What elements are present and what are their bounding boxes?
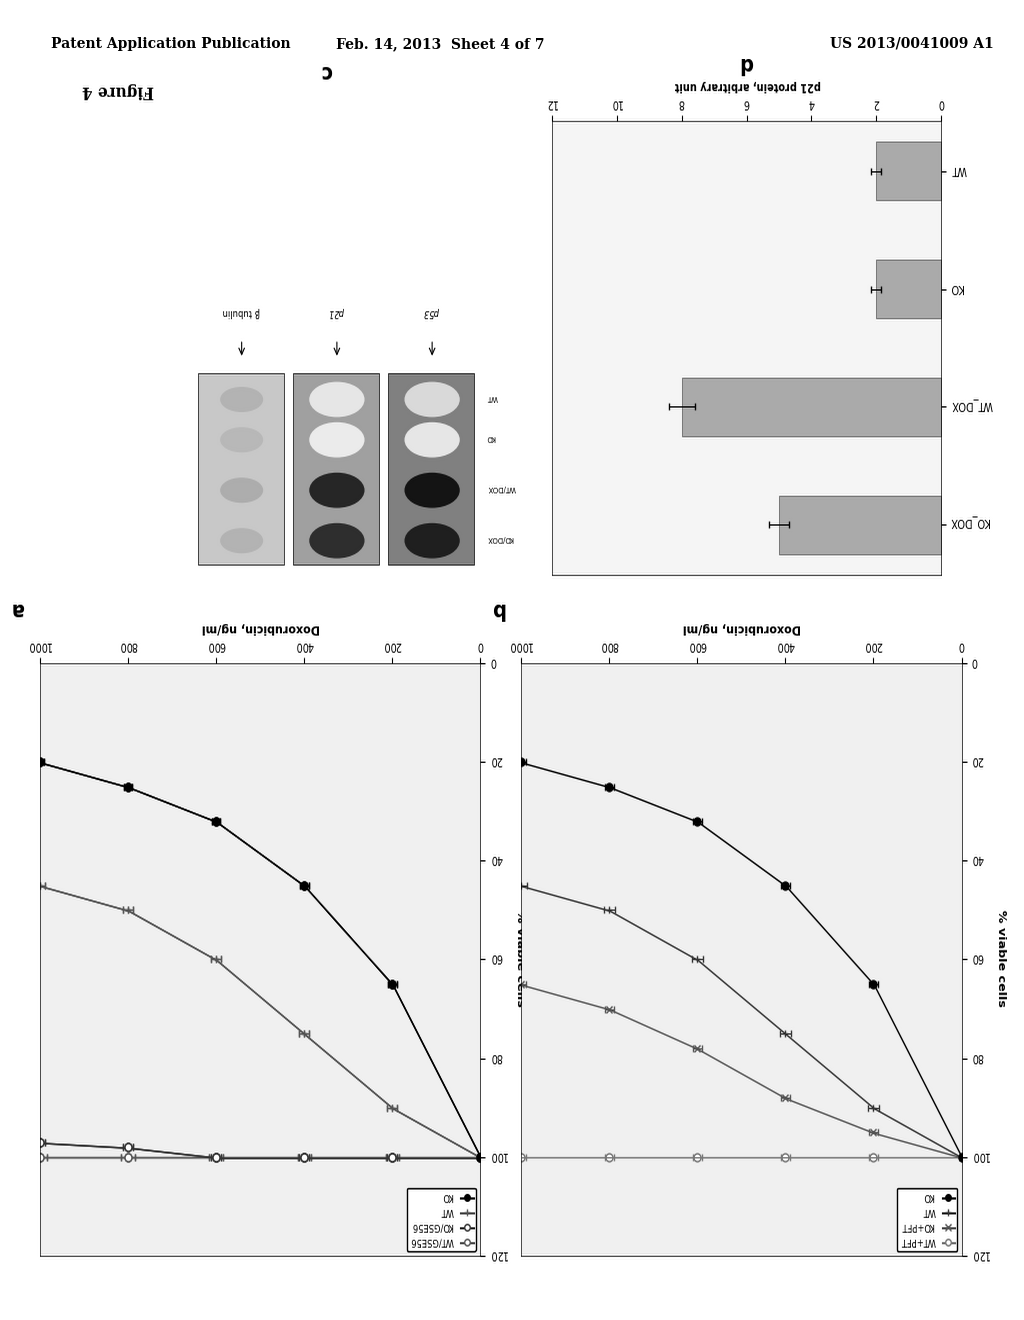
Text: US 2013/0041009 A1: US 2013/0041009 A1 [829,37,993,51]
Text: Patent Application Publication: Patent Application Publication [51,37,291,51]
Text: Feb. 14, 2013  Sheet 4 of 7: Feb. 14, 2013 Sheet 4 of 7 [336,37,545,51]
